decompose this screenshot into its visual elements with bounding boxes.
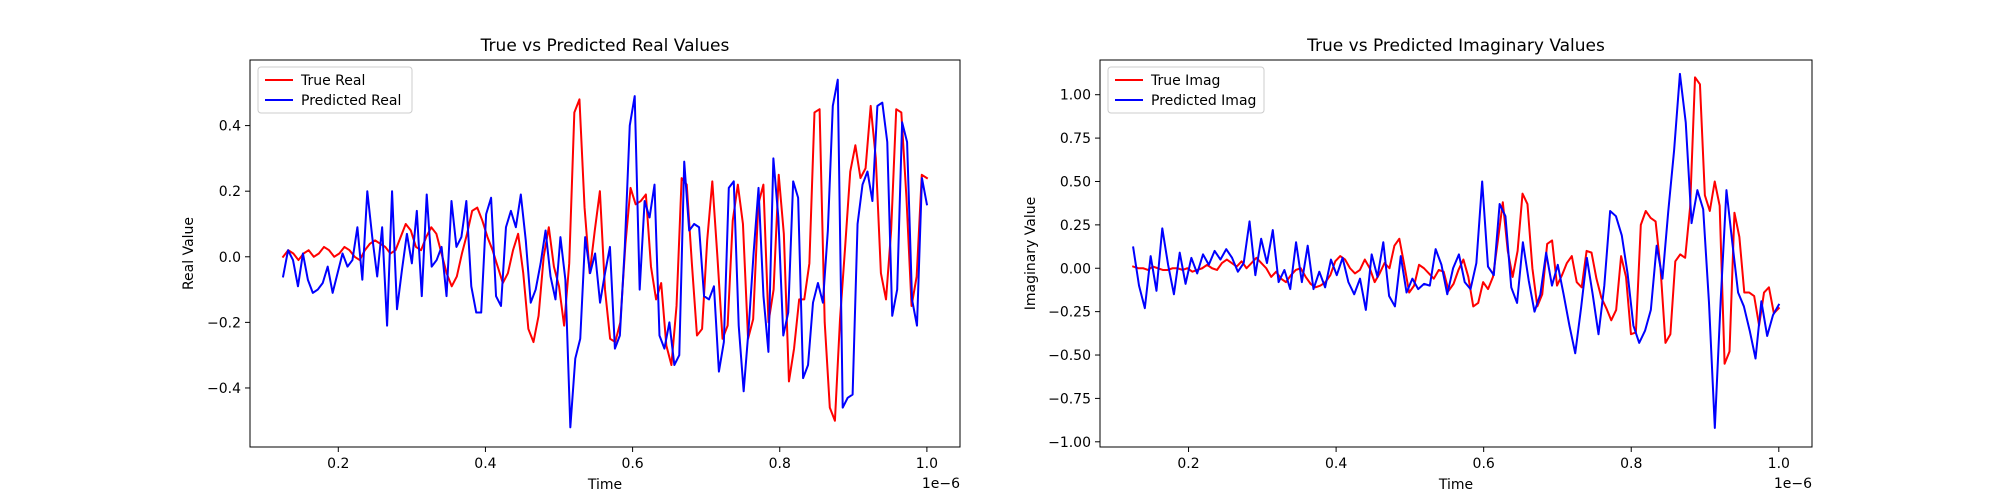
y-tick-label: 0.0 bbox=[219, 250, 241, 266]
legend: True Imag Predicted Imag bbox=[1107, 66, 1265, 114]
y-tick-label: 0.00 bbox=[1060, 261, 1091, 277]
y-tick-label: 0.75 bbox=[1060, 131, 1091, 147]
legend: True Real Predicted Real bbox=[257, 66, 413, 114]
plot-lines bbox=[1131, 72, 1781, 429]
x-tick-label: 1.0 bbox=[916, 456, 938, 472]
x-axis-label: Time bbox=[587, 477, 622, 493]
x-tick-label: 0.6 bbox=[621, 456, 643, 472]
y-axis-label: Imaginary Value bbox=[1023, 197, 1039, 311]
x-tick-label: 0.6 bbox=[1473, 456, 1495, 472]
x-axis-label: Time bbox=[1438, 477, 1473, 493]
legend-label: True Real bbox=[300, 73, 365, 89]
real-values-chart: 0.2 0.4 0.6 0.8 1.0 −0.4 −0.2 0.0 0.2 0.4 1e−6 True… bbox=[181, 36, 961, 493]
y-tick-label: −0.25 bbox=[1048, 305, 1091, 321]
legend-label: Predicted Imag bbox=[1151, 93, 1256, 109]
y-tick-label: 0.25 bbox=[1060, 218, 1091, 234]
legend-label: Predicted Real bbox=[301, 93, 401, 109]
y-tick-label: 0.50 bbox=[1060, 174, 1091, 190]
y-tick-label: 0.2 bbox=[219, 184, 241, 200]
y-tick-label: −0.4 bbox=[207, 381, 241, 397]
imaginary-values-chart: 0.2 0.4 0.6 0.8 1.0 −1.00 −0.75 −0.50 −0.25 0.00 0… bbox=[1023, 36, 1813, 493]
y-tick-label: −0.2 bbox=[207, 315, 241, 331]
y-tick-label: −0.75 bbox=[1048, 391, 1091, 407]
series-line-predicted-real bbox=[281, 78, 929, 429]
legend-box bbox=[1107, 66, 1265, 114]
x-offset-text: 1e−6 bbox=[922, 476, 960, 492]
axes-frame bbox=[249, 59, 961, 448]
y-tick-label: 0.4 bbox=[219, 119, 241, 135]
x-tick-label: 0.4 bbox=[1325, 456, 1347, 472]
legend-box bbox=[257, 66, 413, 114]
x-offset-text: 1e−6 bbox=[1774, 476, 1812, 492]
x-tick-label: 0.2 bbox=[1177, 456, 1199, 472]
plot-lines bbox=[281, 78, 929, 429]
axes-frame bbox=[1099, 59, 1813, 448]
y-axis-label: Real Value bbox=[181, 217, 197, 290]
y-tick-label: 1.00 bbox=[1060, 88, 1091, 104]
x-tick-label: 0.8 bbox=[1620, 456, 1642, 472]
y-tick-label: −0.50 bbox=[1048, 348, 1091, 364]
legend-label: True Imag bbox=[1150, 73, 1220, 89]
x-tick-label: 1.0 bbox=[1768, 456, 1790, 472]
chart-title: True vs Predicted Imaginary Values bbox=[1306, 36, 1605, 56]
series-line-true-imag bbox=[1131, 76, 1781, 365]
series-line-predicted-imag bbox=[1132, 72, 1781, 429]
x-tick-label: 0.2 bbox=[327, 456, 349, 472]
x-tick-label: 0.8 bbox=[769, 456, 791, 472]
y-tick-label: −1.00 bbox=[1048, 435, 1091, 451]
x-tick-label: 0.4 bbox=[474, 456, 496, 472]
chart-title: True vs Predicted Real Values bbox=[480, 36, 730, 56]
